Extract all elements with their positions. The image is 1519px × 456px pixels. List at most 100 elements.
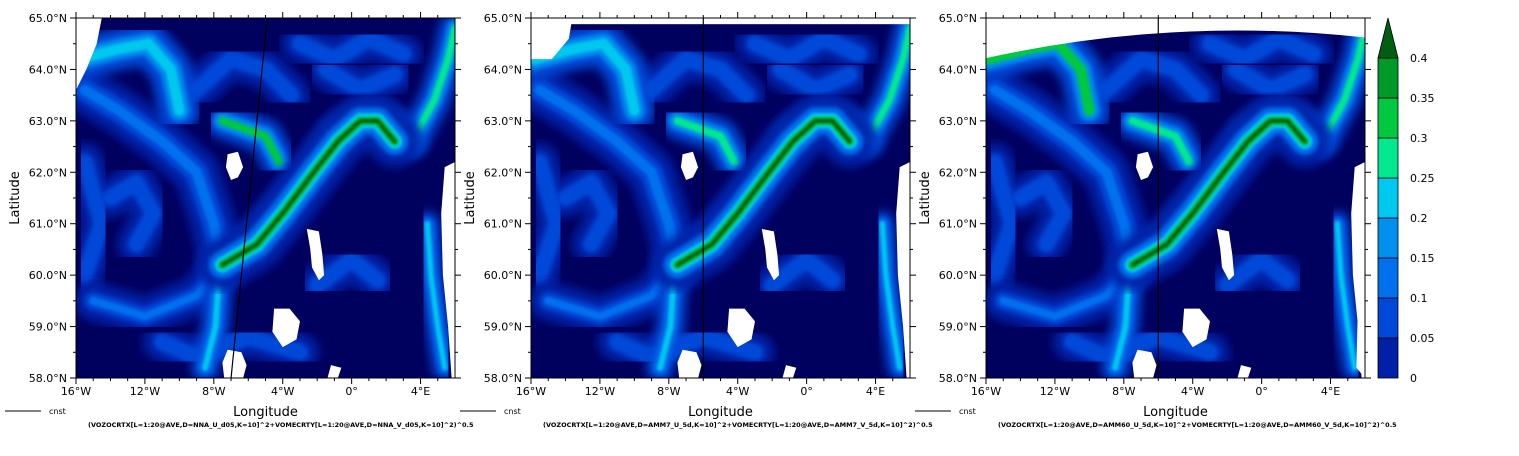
y-tick-label: 64.0°N: [29, 63, 67, 76]
y-tick-label: 59.0°N: [939, 321, 977, 334]
x-axis-label: Longitude: [688, 405, 753, 420]
colorbar-box: [1377, 337, 1399, 379]
y-tick-label: 64.0°N: [484, 63, 522, 76]
slope-jet-core: [1130, 118, 1307, 268]
colorbar-extend-arrow: [1377, 17, 1399, 59]
y-axis-label: Latitude: [918, 171, 933, 225]
x-axis-label: Longitude: [1143, 405, 1208, 420]
colorbar-box: [1377, 217, 1399, 259]
y-tick-label: 63.0°N: [29, 115, 67, 128]
x-tick-label: 8°W: [657, 385, 680, 398]
y-tick-label: 64.0°N: [939, 63, 977, 76]
faroe-current-north-inner: [1128, 117, 1194, 166]
expression-caption: (VOZOCRTX[L=1:20@AVE,D=AMM60_U_5d,K=10]^…: [998, 421, 1397, 429]
x-axis-label: Longitude: [233, 405, 298, 420]
x-tick-label: 12°W: [1040, 385, 1070, 398]
y-tick-label: 58.0°N: [484, 372, 522, 385]
x-tick-label: 8°W: [202, 385, 225, 398]
slope-jet-core: [675, 118, 852, 268]
panel-2: 65.0°N 64.0°N 63.0°N 62.0°N 61.0°N 60.0°N 59.0…: [460, 12, 933, 429]
speed-field: [986, 18, 1365, 378]
land-3: [677, 349, 702, 378]
iceland-faroe-current-inner: [531, 38, 640, 116]
colorbar-label: 0.25: [1410, 172, 1435, 185]
x-tick-label: 0°: [800, 385, 813, 398]
iceland-faroe-current-inner: [76, 38, 185, 116]
eddy-core-1: [1201, 29, 1322, 68]
land-0: [1135, 151, 1154, 180]
colorbar-label: 0.4: [1410, 52, 1428, 65]
colorbar-label: 0.35: [1410, 92, 1435, 105]
land-4: [1237, 365, 1252, 378]
x-tick-label: 4°E: [411, 385, 430, 398]
eddy-core-6: [772, 60, 859, 99]
x-tick-label: 16°W: [971, 385, 1001, 398]
norwegian-atlantic-current-inner: [1318, 24, 1365, 145]
y-tick-label: 61.0°N: [29, 218, 67, 231]
norwegian-coastal-current-inner: [1334, 221, 1358, 371]
y-tick-label: 61.0°N: [484, 218, 522, 231]
x-tick-label: 4°W: [271, 385, 294, 398]
colorbar-label: 0.15: [1410, 252, 1435, 265]
land-iceland: [76, 18, 102, 90]
y-tick-label: 65.0°N: [939, 12, 977, 25]
west-branch-inner: [989, 84, 1138, 271]
colorbar: 0 0.05 0.1 0.15 0.2 0.25 0.3 0.35 0.4: [1377, 17, 1435, 385]
y-axis-label: Latitude: [463, 171, 478, 225]
x-tick-label: 0°: [1255, 385, 1268, 398]
land-5: [896, 162, 910, 378]
land-2: [727, 308, 755, 348]
colorbar-box: [1377, 177, 1399, 219]
colorbar-box: [1377, 257, 1399, 299]
faroe-current-north-inner: [673, 117, 739, 166]
y-tick-label: 60.0°N: [484, 269, 522, 282]
eddy-core-3: [308, 251, 387, 295]
colorbar-label: 0.05: [1410, 332, 1435, 345]
land-0: [680, 151, 699, 180]
land-3: [222, 349, 247, 378]
panel-3: 65.0°N 64.0°N 63.0°N 62.0°N 61.0°N 60.0°N 59.0…: [915, 12, 1397, 429]
legend-label: cnst: [49, 407, 66, 416]
west-branch-inner: [534, 84, 683, 271]
colorbar-box: [1377, 137, 1399, 179]
land-4: [327, 365, 342, 378]
eddy-core-1: [746, 29, 867, 68]
land-5: [441, 162, 455, 378]
x-tick-label: 16°W: [516, 385, 546, 398]
land-1: [761, 228, 780, 281]
slope-jet-core: [220, 118, 397, 268]
west-branch-inner: [79, 84, 228, 271]
eddy-core-6: [1227, 60, 1314, 99]
colorbar-box: [1377, 57, 1399, 99]
eddy-core-0: [556, 173, 618, 253]
panel-1: 65.0°N 64.0°N 63.0°N 62.0°N 61.0°N 60.0°N 59.0…: [5, 12, 474, 429]
x-tick-label: 12°W: [585, 385, 615, 398]
eddy-core-6: [317, 60, 404, 99]
land-iceland: [531, 18, 573, 60]
y-tick-label: 61.0°N: [939, 218, 977, 231]
y-tick-label: 65.0°N: [29, 12, 67, 25]
colorbar-label: 0.3: [1410, 132, 1428, 145]
expression-caption: (VOZOCRTX[L=1:20@AVE,D=AMM7_U_5d,K=10]^2…: [543, 421, 933, 429]
expression-caption: (VOZOCRTX[L=1:20@AVE,D=NNA_U_d05,K=10]^2…: [88, 421, 474, 429]
section-line: [230, 18, 268, 378]
colorbar-label: 0: [1410, 372, 1417, 385]
x-tick-label: 4°W: [726, 385, 749, 398]
land-1: [306, 228, 325, 281]
y-tick-label: 60.0°N: [29, 269, 67, 282]
domain-mask-top: [986, 18, 1365, 59]
eddy-core-5: [76, 153, 111, 284]
x-tick-label: 4°W: [1181, 385, 1204, 398]
legend-label: cnst: [504, 407, 521, 416]
eddy-core-0: [101, 173, 163, 253]
y-tick-label: 62.0°N: [939, 166, 977, 179]
y-tick-label: 62.0°N: [29, 166, 67, 179]
eddy-core-4: [187, 50, 300, 104]
y-tick-label: 60.0°N: [939, 269, 977, 282]
faroe-current-north-inner: [218, 117, 284, 166]
land-0: [225, 151, 244, 180]
x-tick-label: 4°E: [866, 385, 885, 398]
eddy-core-5: [531, 153, 566, 284]
y-tick-label: 58.0°N: [29, 372, 67, 385]
